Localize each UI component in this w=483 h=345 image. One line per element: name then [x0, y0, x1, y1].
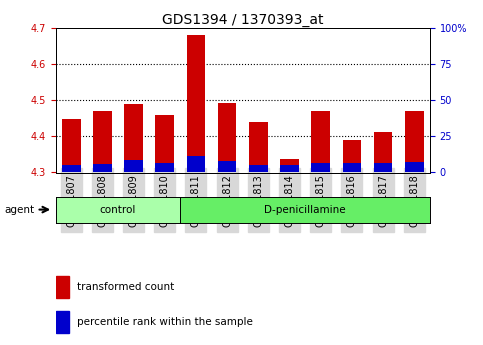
Bar	[93, 111, 112, 172]
Title: GDS1394 / 1370393_at: GDS1394 / 1370393_at	[162, 12, 324, 27]
Bar	[342, 163, 361, 172]
Bar	[62, 119, 81, 172]
Bar	[156, 163, 174, 172]
Bar	[62, 165, 81, 172]
Bar	[93, 164, 112, 172]
Bar	[124, 160, 143, 172]
Bar	[186, 156, 205, 172]
Bar	[405, 111, 424, 172]
Bar	[56, 310, 69, 333]
Bar	[56, 276, 69, 298]
Bar	[312, 111, 330, 172]
Text: transformed count: transformed count	[76, 282, 174, 292]
Text: D-penicillamine: D-penicillamine	[264, 205, 346, 215]
Bar	[249, 165, 268, 172]
Text: agent: agent	[5, 205, 35, 215]
Bar	[124, 105, 143, 172]
Bar	[249, 122, 268, 172]
Text: control: control	[100, 205, 136, 215]
Bar	[280, 165, 299, 172]
Bar	[218, 103, 237, 172]
Bar	[156, 115, 174, 172]
Bar	[374, 163, 392, 172]
Bar	[218, 161, 237, 172]
Bar	[342, 140, 361, 172]
Text: percentile rank within the sample: percentile rank within the sample	[76, 317, 253, 326]
Bar	[280, 159, 299, 172]
Bar	[374, 132, 392, 172]
Bar	[312, 163, 330, 172]
Bar	[186, 35, 205, 172]
Bar	[405, 162, 424, 172]
